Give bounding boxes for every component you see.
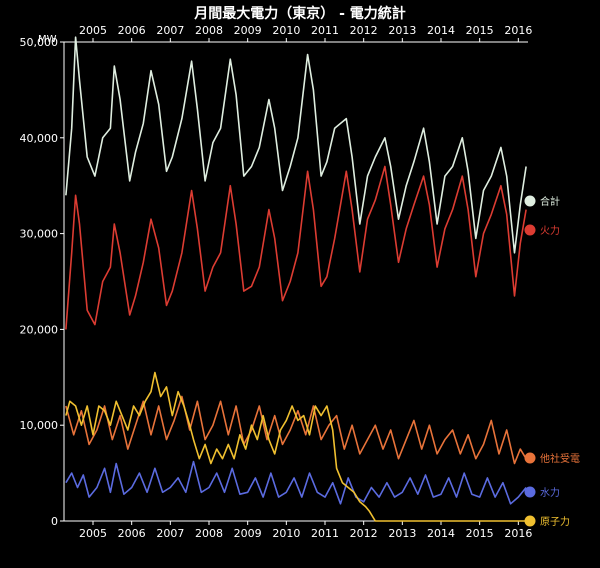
x-tick-label-top: 2007: [156, 24, 184, 37]
x-tick-label-top: 2010: [272, 24, 300, 37]
x-tick-label-bottom: 2006: [118, 527, 146, 540]
series-line-4: [65, 371, 527, 522]
y-tick-label: 30,000: [20, 228, 59, 241]
legend-label: 他社受電: [540, 452, 580, 465]
legend-marker: [524, 195, 536, 207]
y-tick-label: 40,000: [20, 132, 59, 145]
x-tick-label-bottom: 2010: [272, 527, 300, 540]
y-tick-label: 10,000: [20, 419, 59, 432]
legend-marker: [524, 515, 536, 527]
series-line-1: [65, 165, 527, 330]
legend-label: 水力: [540, 486, 560, 499]
x-tick-label-bottom: 2011: [311, 527, 339, 540]
x-tick-label-top: 2009: [234, 24, 262, 37]
x-tick-label-top: 2015: [466, 24, 494, 37]
x-tick-label-bottom: 2007: [156, 527, 184, 540]
x-tick-label-top: 2011: [311, 24, 339, 37]
series-line-2: [65, 395, 527, 465]
legend-label: 火力: [540, 224, 560, 237]
x-tick-label-bottom: 2009: [234, 527, 262, 540]
legend-marker: [524, 452, 536, 464]
x-tick-label-top: 2008: [195, 24, 223, 37]
y-tick-label: 20,000: [20, 323, 59, 336]
x-tick-label-bottom: 2012: [350, 527, 378, 540]
x-tick-label-top: 2014: [427, 24, 455, 37]
tick-labels: 0 10,000 20,000 30,000 40,000 50,000 2005 2005 2…: [20, 24, 533, 540]
legend-label: 合計: [540, 195, 560, 208]
axes: [60, 38, 528, 525]
x-tick-label-top: 2005: [79, 24, 107, 37]
x-tick-label-top: 2006: [118, 24, 146, 37]
x-tick-label-bottom: 2015: [466, 527, 494, 540]
y-unit-label: MW: [38, 34, 57, 45]
series-line-0: [65, 36, 527, 254]
x-tick-label-top: 2012: [350, 24, 378, 37]
x-tick-label-top: 2013: [388, 24, 416, 37]
legend-label: 原子力: [540, 515, 570, 528]
x-tick-label-bottom: 2013: [388, 527, 416, 540]
x-tick-label-bottom: 2008: [195, 527, 223, 540]
x-tick-label-top: 2016: [504, 24, 532, 37]
x-tick-label-bottom: 2014: [427, 527, 455, 540]
y-tick-label: 0: [51, 515, 58, 528]
legend-marker: [524, 224, 536, 236]
chart-title: 月間最大電力（東京） - 電力統計: [193, 5, 406, 22]
series-line-3: [65, 460, 527, 505]
series-lines: [65, 36, 527, 522]
x-tick-label-bottom: 2016: [504, 527, 532, 540]
x-tick-label-bottom: 2005: [79, 527, 107, 540]
y-tick-label: 50,000: [20, 36, 59, 49]
legend-marker: [524, 486, 536, 498]
